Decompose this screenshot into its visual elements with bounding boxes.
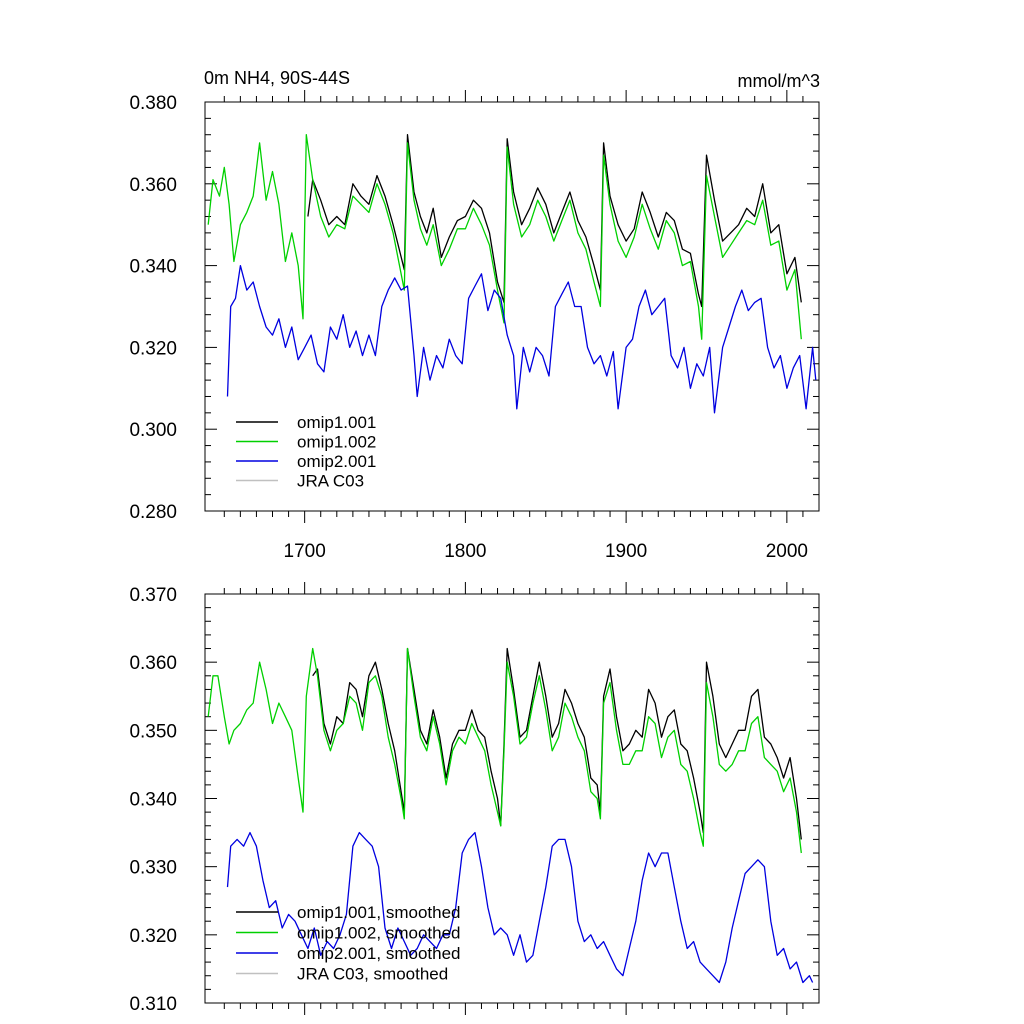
legend-label: omip1.001	[297, 413, 376, 432]
y-tick-label: 0.320	[129, 926, 177, 947]
y-tick-label: 0.340	[129, 790, 177, 811]
legend-label: omip1.002, smoothed	[297, 924, 461, 943]
series-line-omip1-001-smoothed	[312, 647, 802, 840]
y-tick-label: 0.360	[129, 653, 177, 674]
series-line-omip2-001	[226, 264, 817, 414]
top-panel-y-axis: 0.280 0.300 0.320 0.340 0.360 0.380	[129, 93, 819, 523]
legend-label: omip2.001, smoothed	[297, 944, 461, 963]
x-tick-label: 1800	[444, 541, 486, 562]
bottom-panel-legend: omip1.001, smoothed omip1.002, smoothedom…	[236, 903, 461, 984]
y-tick-label: 0.350	[129, 721, 177, 742]
legend-label: omip1.001, smoothed	[297, 903, 461, 922]
x-tick-label: 1900	[605, 541, 647, 562]
top-panel: 0m NH4, 90S-44S mmol/m^3 0.280 0.300 0.320…	[129, 68, 820, 562]
x-tick-label: 1700	[284, 541, 326, 562]
top-panel-x-axis: 1700 1800 1900 2000	[223, 90, 808, 562]
series-line-omip2-001-smoothed	[226, 831, 814, 984]
legend-label: JRA C03, smoothed	[297, 965, 448, 984]
y-tick-label: 0.280	[129, 502, 177, 523]
x-tick-label: 2000	[766, 541, 808, 562]
top-panel-title-left: 0m NH4, 90S-44S	[204, 68, 350, 88]
y-tick-label: 0.330	[129, 858, 177, 879]
top-panel-plot-frame	[204, 101, 820, 512]
y-tick-label: 0.380	[129, 93, 177, 114]
legend-label: omip1.002	[297, 433, 376, 452]
bottom-panel-x-axis	[223, 582, 804, 1015]
y-tick-label: 0.370	[129, 585, 177, 606]
y-tick-label: 0.340	[129, 257, 177, 278]
legend-label: omip2.001	[297, 452, 376, 471]
y-tick-label: 0.310	[129, 994, 177, 1015]
bottom-panel: 0.310 0.320 0.330 0.340 0.350 0.360 0.370 omip…	[129, 582, 820, 1015]
y-tick-label: 0.300	[129, 420, 177, 441]
y-tick-label: 0.320	[129, 338, 177, 359]
series-line-omip1-001	[307, 134, 802, 308]
bottom-panel-y-axis: 0.310 0.320 0.330 0.340 0.350 0.360 0.370	[129, 585, 819, 1015]
y-tick-label: 0.360	[129, 175, 177, 196]
top-panel-title-right: mmol/m^3	[738, 71, 820, 91]
series-line-omip1-002-smoothed	[207, 647, 802, 854]
bottom-panel-series	[207, 647, 814, 984]
series-line-omip1-002	[207, 134, 802, 340]
legend-label: JRA C03	[297, 472, 364, 491]
top-panel-series	[207, 134, 817, 414]
